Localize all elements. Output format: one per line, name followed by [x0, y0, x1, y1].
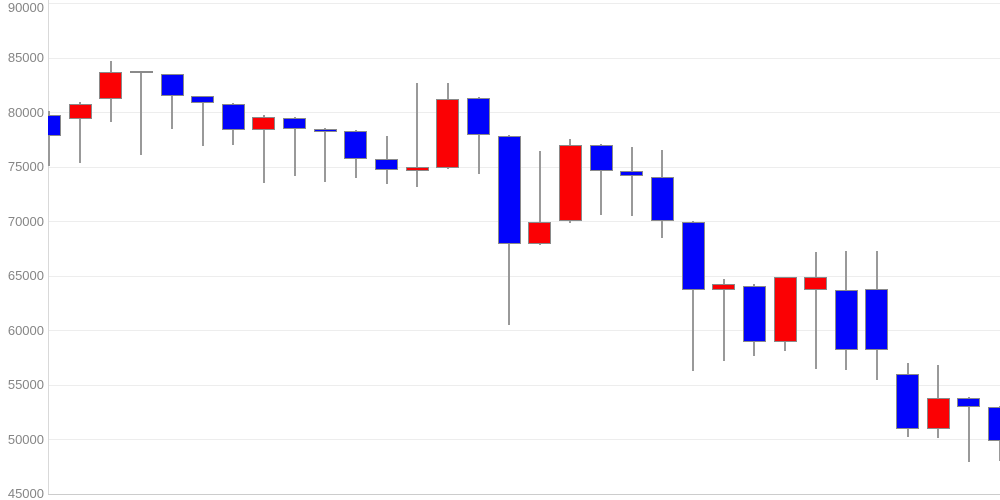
candle-body — [283, 117, 307, 129]
candle-wick — [722, 279, 725, 362]
candle-wick — [262, 114, 265, 184]
candle-body — [497, 136, 521, 245]
y-axis-label: 70000 — [7, 213, 44, 229]
candle-body — [865, 289, 889, 351]
candle-body — [221, 103, 245, 130]
candle-body — [344, 131, 368, 160]
candle-body — [957, 398, 981, 407]
candle-body — [191, 96, 215, 103]
candle-body — [988, 406, 1000, 441]
gridline-50000 — [48, 439, 1000, 440]
candle-body — [558, 145, 582, 222]
candle-body — [375, 159, 399, 171]
candle-wick — [600, 144, 603, 215]
candle-wick — [630, 147, 633, 217]
candle-wick — [79, 101, 82, 163]
candle-body — [742, 285, 766, 343]
y-axis-label: 85000 — [7, 50, 44, 65]
candle-wick — [416, 83, 419, 187]
candle-body — [48, 114, 61, 137]
y-axis-label: 80000 — [7, 104, 44, 120]
y-axis-label: 90000 — [7, 0, 44, 15]
candle-wick — [293, 116, 296, 176]
candle-body — [252, 116, 276, 130]
candle-body — [313, 128, 337, 133]
candle-body — [589, 145, 613, 172]
candle-body — [405, 167, 429, 172]
candle-body — [528, 221, 552, 245]
gridline-45000 — [48, 493, 1000, 495]
candle-body — [620, 171, 644, 176]
y-axis-label: 75000 — [7, 159, 44, 174]
candle-wick — [171, 73, 173, 129]
plot-area — [48, 0, 1000, 500]
y-axis-label: 60000 — [7, 322, 44, 338]
candle-body — [650, 176, 674, 222]
candle-body — [804, 277, 828, 291]
candle-body — [926, 398, 950, 429]
candle-wick — [692, 220, 695, 371]
candle-body — [712, 283, 736, 291]
gridline-60000 — [48, 330, 1000, 331]
candle-wick — [477, 97, 480, 174]
candle-body — [681, 221, 705, 291]
candle-wick — [967, 396, 970, 463]
candle-body — [129, 71, 153, 74]
candle-wick — [140, 70, 143, 155]
candle-wick — [538, 150, 541, 246]
y-axis-label: 65000 — [7, 268, 44, 283]
candle-wick — [201, 95, 204, 147]
candle-body — [99, 72, 123, 100]
candle-body — [436, 99, 460, 169]
candle-body — [834, 290, 858, 351]
gridline-90000 — [48, 3, 1000, 4]
candle-wick — [814, 252, 817, 369]
gridline-80000 — [48, 112, 1000, 113]
candle-wick — [48, 111, 51, 166]
candle-body — [773, 277, 797, 343]
candle-wick — [324, 127, 327, 183]
gridline-55000 — [48, 384, 1000, 386]
gridline-85000 — [48, 57, 1000, 59]
candle-body — [467, 98, 490, 136]
gridline-70000 — [48, 221, 1000, 222]
gridline-75000 — [48, 166, 1000, 168]
y-axis-label: 45000 — [7, 486, 44, 500]
gridline-65000 — [48, 275, 1000, 277]
y-axis-label: 50000 — [7, 431, 44, 447]
y-axis-line — [47, 0, 49, 494]
candle-body — [160, 74, 184, 97]
y-axis-label: 55000 — [7, 377, 44, 392]
candle-body — [68, 103, 92, 120]
candle-body — [896, 374, 920, 429]
